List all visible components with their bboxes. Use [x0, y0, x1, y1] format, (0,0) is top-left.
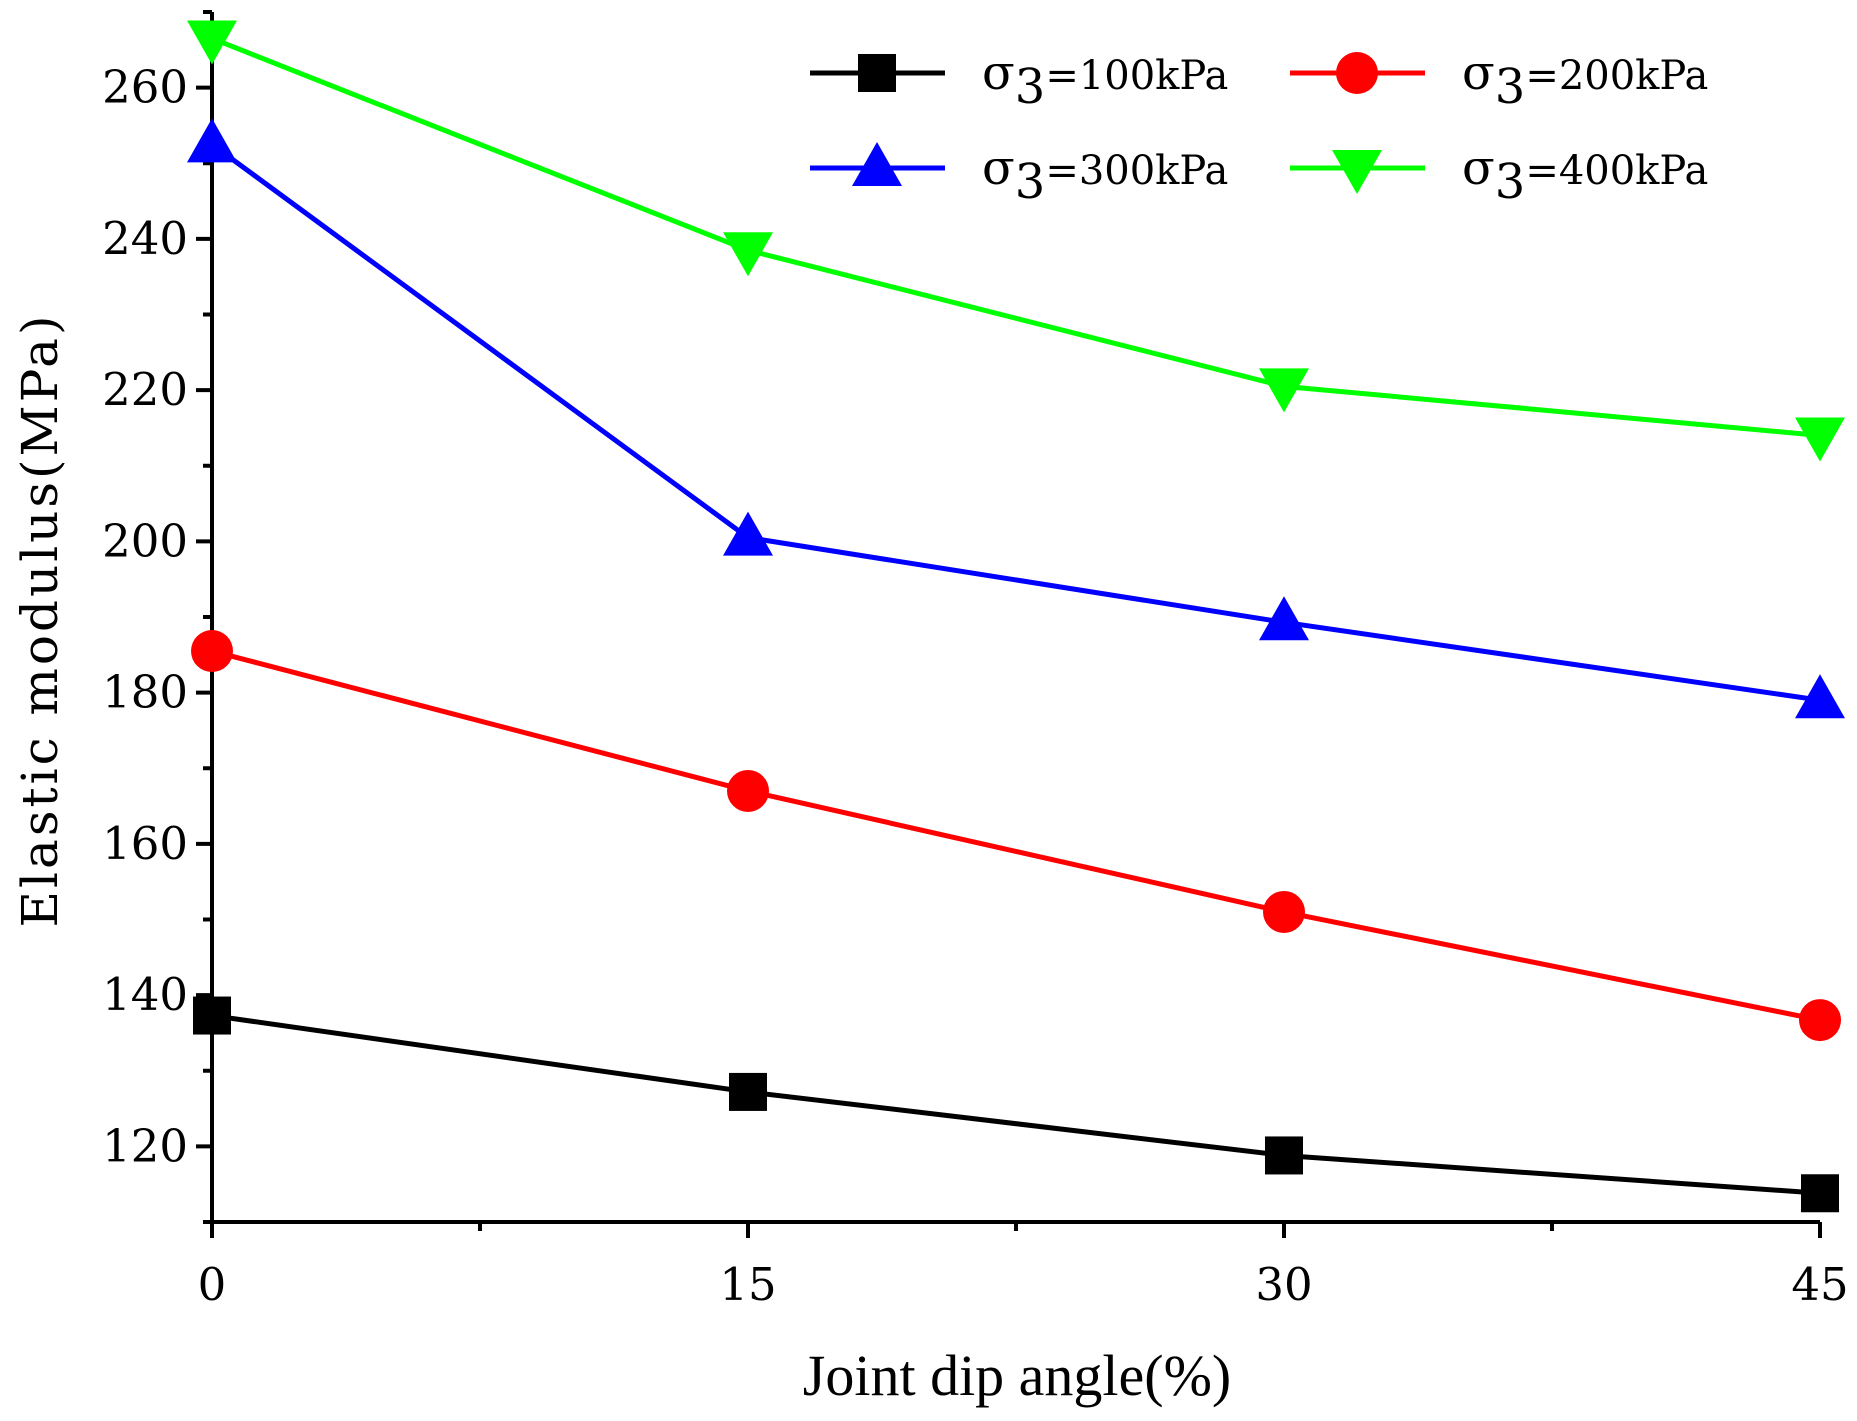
data-point-2	[191, 630, 233, 673]
x-tick-label: 45	[1791, 1258, 1848, 1311]
y-tick-label: 120	[102, 1119, 188, 1172]
series-markers	[187, 20, 1845, 1213]
data-point-3	[187, 118, 237, 163]
legend: σ3=100kPa σ3=200kPa σ3=300kPa σ3=400kPa	[810, 45, 1708, 210]
y-tick-label: 160	[102, 817, 188, 870]
x-tick-label: 30	[1255, 1258, 1312, 1311]
legend-marker	[1336, 52, 1378, 94]
data-point-2	[1799, 999, 1841, 1042]
legend-marker	[852, 142, 902, 186]
series-line-4	[211, 36, 1821, 438]
data-point-1	[1801, 1174, 1839, 1213]
data-point-2	[1263, 890, 1305, 933]
x-tick-label: 0	[198, 1258, 227, 1311]
legend-marker	[858, 54, 896, 92]
y-tick-label: 240	[102, 212, 188, 265]
y-tick-label: 220	[102, 363, 188, 416]
x-axis-title: Joint dip angle(%)	[803, 1343, 1231, 1408]
data-point-1	[729, 1072, 767, 1111]
data-point-4	[1795, 417, 1845, 462]
data-point-2	[727, 769, 769, 812]
data-point-4	[723, 232, 773, 277]
legend-label: σ3=100kPa	[982, 45, 1228, 115]
series-line-2	[211, 648, 1821, 1023]
data-point-1	[193, 996, 231, 1035]
series-line-3	[210, 142, 1821, 703]
legend-label: σ3=200kPa	[1462, 45, 1708, 115]
data-point-3	[1259, 596, 1309, 641]
axes: 120 140 160 180 200 220 240 260 0 15 30 45	[102, 10, 1849, 1311]
y-tick-label: 260	[102, 61, 188, 114]
series-line-1	[211, 1013, 1821, 1196]
legend-label: σ3=400kPa	[1462, 140, 1708, 210]
data-point-1	[1265, 1136, 1303, 1175]
y-tick-label: 180	[102, 666, 188, 719]
data-point-3	[1795, 674, 1845, 719]
y-tick-label: 140	[102, 968, 188, 1021]
series-lines	[210, 36, 1821, 1196]
data-point-3	[723, 511, 773, 556]
y-tick-label: 200	[102, 514, 188, 567]
data-point-4	[1259, 368, 1309, 413]
y-axis-title: Elastic modulus(MPa)	[11, 313, 69, 928]
legend-label: σ3=300kPa	[982, 140, 1228, 210]
legend-marker	[1332, 150, 1382, 194]
x-tick-label: 15	[719, 1258, 776, 1311]
data-point-4	[187, 20, 237, 65]
